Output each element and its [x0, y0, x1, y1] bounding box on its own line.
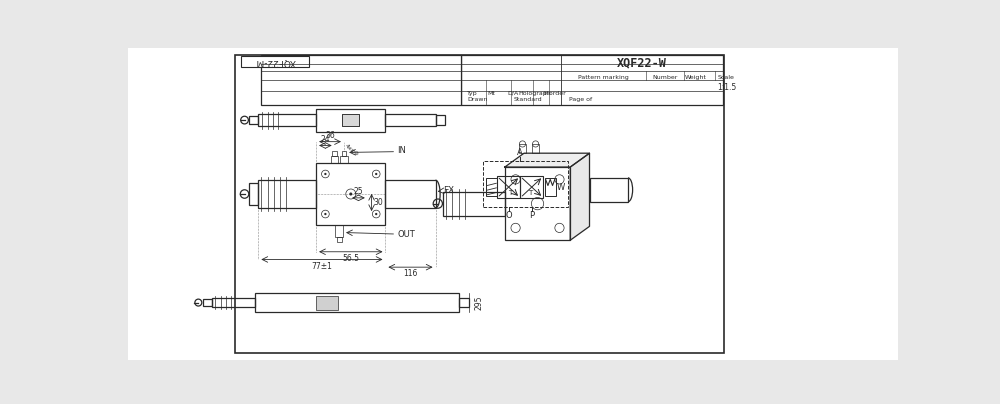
Bar	[340, 156, 348, 163]
Bar	[332, 151, 337, 156]
Text: Weight: Weight	[685, 76, 707, 80]
Circle shape	[324, 213, 327, 215]
Text: 36: 36	[325, 131, 335, 140]
Text: 30: 30	[373, 198, 383, 207]
Bar	[342, 114, 359, 126]
Text: Drawn: Drawn	[467, 97, 488, 102]
Text: XQF22-M: XQF22-M	[255, 57, 296, 66]
Bar	[335, 225, 343, 237]
Bar	[436, 115, 445, 126]
Bar	[519, 144, 526, 153]
Bar	[255, 293, 459, 312]
Text: A: A	[517, 148, 523, 157]
Bar	[532, 144, 539, 153]
Bar	[483, 161, 568, 207]
Text: 24: 24	[321, 135, 330, 144]
Polygon shape	[570, 153, 590, 240]
Bar	[459, 298, 469, 307]
Text: O: O	[505, 211, 512, 220]
Bar	[342, 114, 359, 126]
Bar	[590, 178, 628, 202]
Bar	[520, 176, 543, 198]
Bar	[505, 167, 570, 240]
Bar	[316, 296, 338, 309]
Circle shape	[349, 192, 352, 196]
Bar	[316, 163, 385, 225]
Text: Standard: Standard	[513, 97, 542, 102]
Bar	[249, 183, 258, 205]
Bar	[497, 176, 520, 198]
Text: 116: 116	[403, 269, 418, 278]
Text: T: T	[508, 190, 512, 196]
Bar	[258, 180, 316, 208]
Bar	[331, 156, 338, 163]
Polygon shape	[505, 153, 590, 167]
Bar	[443, 192, 505, 216]
Text: Typ: Typ	[467, 91, 478, 96]
Bar	[235, 55, 724, 354]
Text: Holograph: Holograph	[518, 91, 551, 96]
Text: Scale: Scale	[718, 76, 735, 80]
Bar	[261, 55, 461, 105]
Bar	[212, 298, 255, 307]
Bar	[258, 114, 316, 126]
Text: 56.5: 56.5	[342, 254, 359, 263]
Text: P: P	[529, 211, 534, 220]
Circle shape	[375, 213, 377, 215]
Text: W: W	[557, 183, 565, 191]
Text: OUT: OUT	[397, 229, 415, 238]
Text: 1:1.5: 1:1.5	[717, 84, 736, 93]
Text: 25: 25	[354, 187, 363, 196]
Circle shape	[324, 173, 327, 175]
Text: IN: IN	[397, 146, 406, 156]
Bar	[385, 114, 436, 126]
Bar	[486, 178, 497, 196]
Bar	[337, 237, 342, 242]
Text: XQF22-W: XQF22-W	[617, 57, 667, 69]
Circle shape	[375, 173, 377, 175]
Text: EX: EX	[443, 186, 454, 195]
Text: Number: Number	[652, 76, 678, 80]
Text: 4xφ9: 4xφ9	[344, 143, 359, 157]
Text: 295: 295	[474, 295, 483, 310]
Bar	[316, 109, 385, 132]
Text: D/A: D/A	[508, 91, 519, 96]
Bar	[342, 151, 346, 156]
Text: Pattern marking: Pattern marking	[578, 76, 629, 80]
Bar	[461, 55, 723, 105]
Text: Page of: Page of	[569, 97, 592, 102]
Text: Inorder: Inorder	[543, 91, 566, 96]
Text: Mt: Mt	[488, 91, 496, 96]
Text: 77±1: 77±1	[311, 262, 332, 271]
Bar	[385, 180, 436, 208]
Bar	[249, 116, 258, 124]
Bar	[545, 178, 556, 196]
Text: T: T	[528, 190, 532, 196]
Bar	[203, 299, 212, 306]
Bar	[241, 56, 309, 67]
